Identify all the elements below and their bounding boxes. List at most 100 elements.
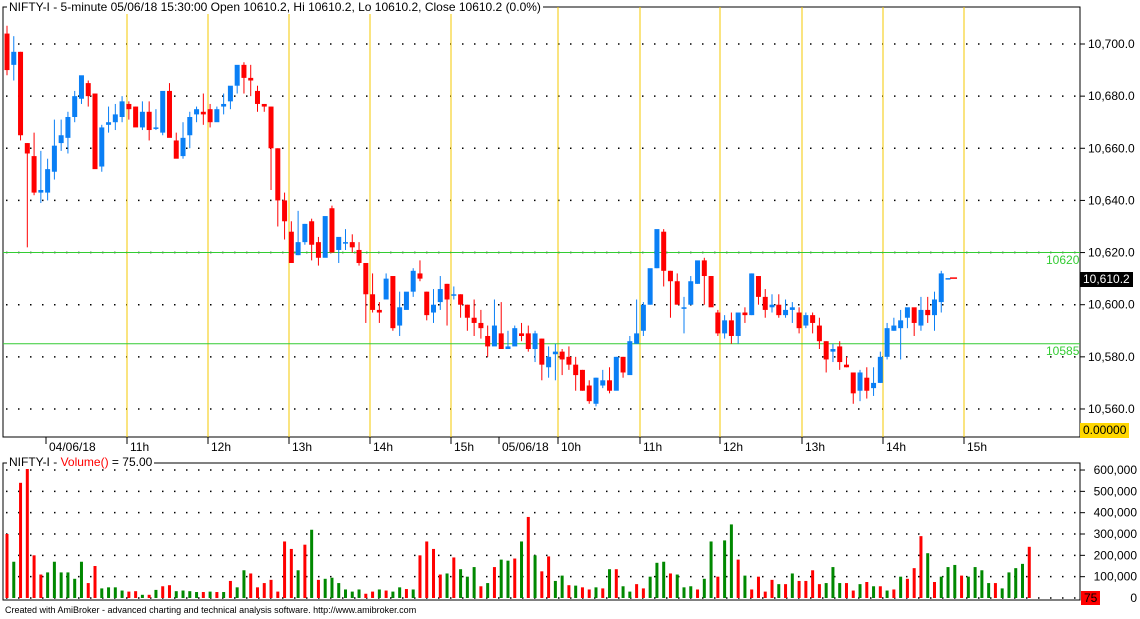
volume-bar (208, 591, 212, 598)
volume-bar (418, 555, 422, 598)
candlestick (823, 341, 829, 373)
volume-bar (181, 590, 185, 598)
price-axis-tick-label: 10,700.0 (1088, 37, 1135, 51)
volume-bar (344, 589, 347, 598)
volume-bar (59, 572, 63, 598)
volume-bar (93, 566, 97, 598)
candlestick (525, 325, 531, 352)
candlestick (789, 302, 795, 323)
candlestick (546, 346, 552, 378)
candlestick (749, 273, 755, 316)
candlestick (715, 309, 721, 336)
candlestick (329, 205, 335, 253)
volume-bar (980, 570, 984, 598)
candlestick (322, 216, 328, 258)
volume-bar (594, 587, 598, 598)
volume-title-prefix: NIFTY-I - (9, 455, 61, 469)
candlestick (722, 315, 728, 339)
volume-bar (283, 541, 287, 598)
volume-bar (736, 559, 740, 598)
hline-label-10585: 10585 (1046, 344, 1080, 358)
candlestick (850, 372, 856, 404)
volume-axis-tick-label: 0 (1130, 591, 1137, 605)
price-axis-tick-label: 10,620.0 (1088, 246, 1135, 260)
candlestick (728, 312, 734, 344)
candlestick (620, 356, 626, 378)
volume-bar (790, 573, 794, 598)
volume-bar (337, 583, 341, 598)
volume-bar (675, 574, 679, 598)
candlestick (133, 106, 139, 128)
volume-bar (32, 555, 36, 598)
volume-bar (729, 524, 733, 598)
candlestick (51, 119, 57, 180)
volume-bar (364, 593, 368, 598)
volume-bar (242, 570, 246, 598)
candlestick (491, 299, 497, 347)
volume-bar (817, 584, 821, 598)
candlestick (4, 25, 10, 76)
volume-bar (533, 555, 537, 598)
volume-bar (472, 567, 476, 598)
candlestick (945, 278, 951, 280)
volume-bar (249, 573, 253, 598)
volume-bar (195, 592, 199, 598)
volume-bar (79, 561, 83, 598)
candlestick (803, 312, 809, 329)
candlestick (938, 270, 944, 313)
volume-bar (188, 591, 192, 598)
volume-axis-tick-label: 600,000 (1094, 463, 1138, 477)
volume-bar (1027, 546, 1031, 598)
candlestick (512, 325, 518, 347)
volume-bar (844, 583, 848, 598)
volume-bar (635, 584, 639, 598)
volume-bar (113, 587, 117, 598)
candlestick (173, 132, 179, 159)
volume-bar (323, 578, 327, 598)
candlestick (343, 229, 348, 250)
price-axis-tick-label: 10,580.0 (1088, 350, 1135, 364)
candlestick (92, 93, 98, 170)
volume-bar (506, 560, 510, 598)
volume-bar (865, 582, 869, 598)
volume-bar (167, 585, 171, 598)
time-axis-tick-label: 11h (643, 440, 662, 454)
volume-bar (276, 591, 280, 598)
candlestick (586, 380, 592, 404)
candlestick (539, 338, 545, 381)
candlestick (519, 322, 525, 342)
candlestick (674, 273, 680, 305)
volume-bar (777, 584, 781, 598)
volume-bar (513, 558, 517, 598)
candlestick (336, 236, 342, 263)
candlestick (437, 276, 443, 310)
volume-bar (174, 591, 178, 598)
candlestick (742, 307, 748, 323)
volume-bar (66, 572, 70, 598)
price-axis-tick-label: 10,560.0 (1088, 402, 1135, 416)
candlestick (139, 101, 145, 131)
volume-bar (601, 588, 605, 598)
candlestick (424, 291, 430, 321)
volume-bar (492, 567, 496, 598)
candlestick (627, 335, 633, 376)
volume-bar (682, 587, 686, 598)
volume-bar (628, 591, 632, 598)
volume-bar (668, 573, 672, 598)
volume-axis-tick-label: 400,000 (1094, 506, 1138, 520)
time-axis-tick-label: 12h (211, 440, 231, 454)
volume-bar (404, 589, 408, 598)
volume-axis-tick-label: 300,000 (1094, 527, 1138, 541)
volume-bar (987, 583, 991, 598)
volume-bar (269, 579, 273, 598)
volume-bar (452, 557, 456, 598)
candlestick (681, 296, 687, 334)
volume-bar (851, 590, 855, 598)
volume-panel[interactable]: 0 100,000 200,000 300,000 400,000 500,000 600,… (2, 462, 1138, 605)
candlestick (85, 80, 91, 107)
volume-bar (892, 589, 896, 598)
price-panel[interactable]: 10,560.0 10,580.0 10,600.0 10,620.0 10,640.0… (2, 6, 1135, 454)
volume-bar (296, 570, 300, 598)
volume-bar (973, 567, 977, 598)
volume-bar (371, 591, 375, 598)
